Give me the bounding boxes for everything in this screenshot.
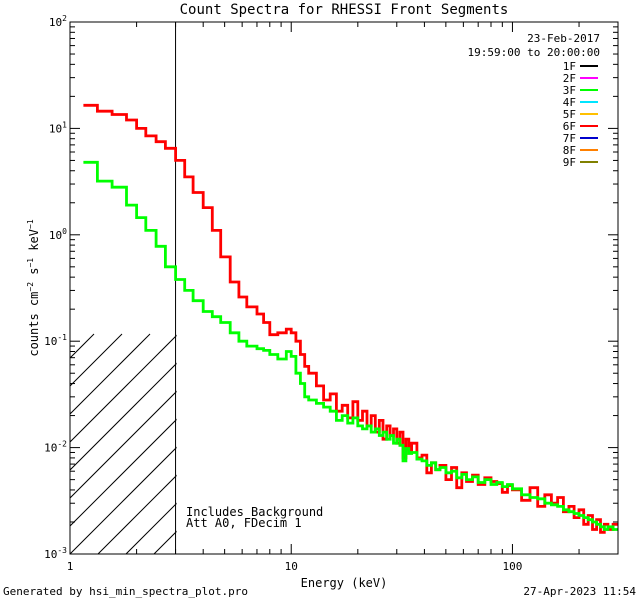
info-block: 23-Feb-2017 19:59:00 to 20:00:00 bbox=[468, 32, 600, 59]
y-tick-label: 10-3 bbox=[44, 546, 67, 561]
hatch-line bbox=[322, 334, 542, 554]
legend-label: 7F bbox=[563, 132, 576, 145]
legend-label: 3F bbox=[563, 84, 576, 97]
hatch-line bbox=[70, 418, 177, 527]
series-3F bbox=[83, 160, 618, 531]
hatch-line bbox=[125, 502, 177, 554]
legend-label: 2F bbox=[563, 72, 576, 85]
footer-timestamp: 27-Apr-2023 11:54 bbox=[523, 585, 636, 598]
y-tick-label: 101 bbox=[49, 120, 67, 135]
hatch-line bbox=[70, 362, 177, 471]
hatch-line bbox=[70, 334, 177, 443]
svg-text:counts cm−2 s−1 keV−1: counts cm−2 s−1 keV−1 bbox=[26, 219, 41, 356]
legend-label: 9F bbox=[563, 156, 576, 169]
footer-generated-by: Generated by hsi_min_spectra_plot.pro bbox=[3, 585, 248, 598]
hatch-line bbox=[434, 334, 640, 554]
hatch-line bbox=[70, 390, 177, 499]
legend-label: 6F bbox=[563, 120, 576, 133]
legend-label: 4F bbox=[563, 96, 576, 109]
x-tick-label: 100 bbox=[503, 560, 523, 573]
annotation-background: Includes Background bbox=[186, 505, 323, 519]
hatch-line bbox=[630, 334, 640, 554]
chart-title: Count Spectra for RHESSI Front Segments bbox=[180, 2, 509, 18]
y-tick-label: 100 bbox=[49, 227, 67, 242]
hatch-line bbox=[0, 334, 38, 554]
plot-frame bbox=[69, 21, 619, 555]
x-axis-label: Energy (keV) bbox=[301, 576, 388, 590]
hatch-line bbox=[70, 333, 123, 387]
annotation-attenuator: Att A0, FDecim 1 bbox=[186, 516, 302, 530]
x-tick-label: 10 bbox=[285, 560, 298, 573]
series-6F bbox=[83, 103, 618, 534]
legend-label: 8F bbox=[563, 144, 576, 157]
x-tick-label: 1 bbox=[67, 560, 74, 573]
hatch-line bbox=[70, 446, 177, 554]
time-range-label: 19:59:00 to 20:00:00 bbox=[468, 46, 600, 59]
legend-label: 1F bbox=[563, 60, 576, 73]
y-tick-label: 10-2 bbox=[44, 440, 67, 455]
date-label: 23-Feb-2017 bbox=[527, 32, 600, 45]
hatch-line bbox=[0, 334, 10, 554]
hatch-line bbox=[350, 334, 570, 554]
y-axis-label: counts cm−2 s−1 keV−1 bbox=[26, 219, 41, 356]
y-tick-label: 10-1 bbox=[44, 333, 67, 348]
hatch-line bbox=[70, 333, 151, 415]
legend-label: 5F bbox=[563, 108, 576, 121]
hatch-line bbox=[97, 474, 177, 554]
y-tick-label: 102 bbox=[49, 14, 67, 29]
excluded-energy-hatch bbox=[0, 333, 640, 554]
hatch-line bbox=[518, 334, 640, 554]
hatch-line bbox=[602, 334, 640, 554]
hatch-line bbox=[462, 334, 640, 554]
